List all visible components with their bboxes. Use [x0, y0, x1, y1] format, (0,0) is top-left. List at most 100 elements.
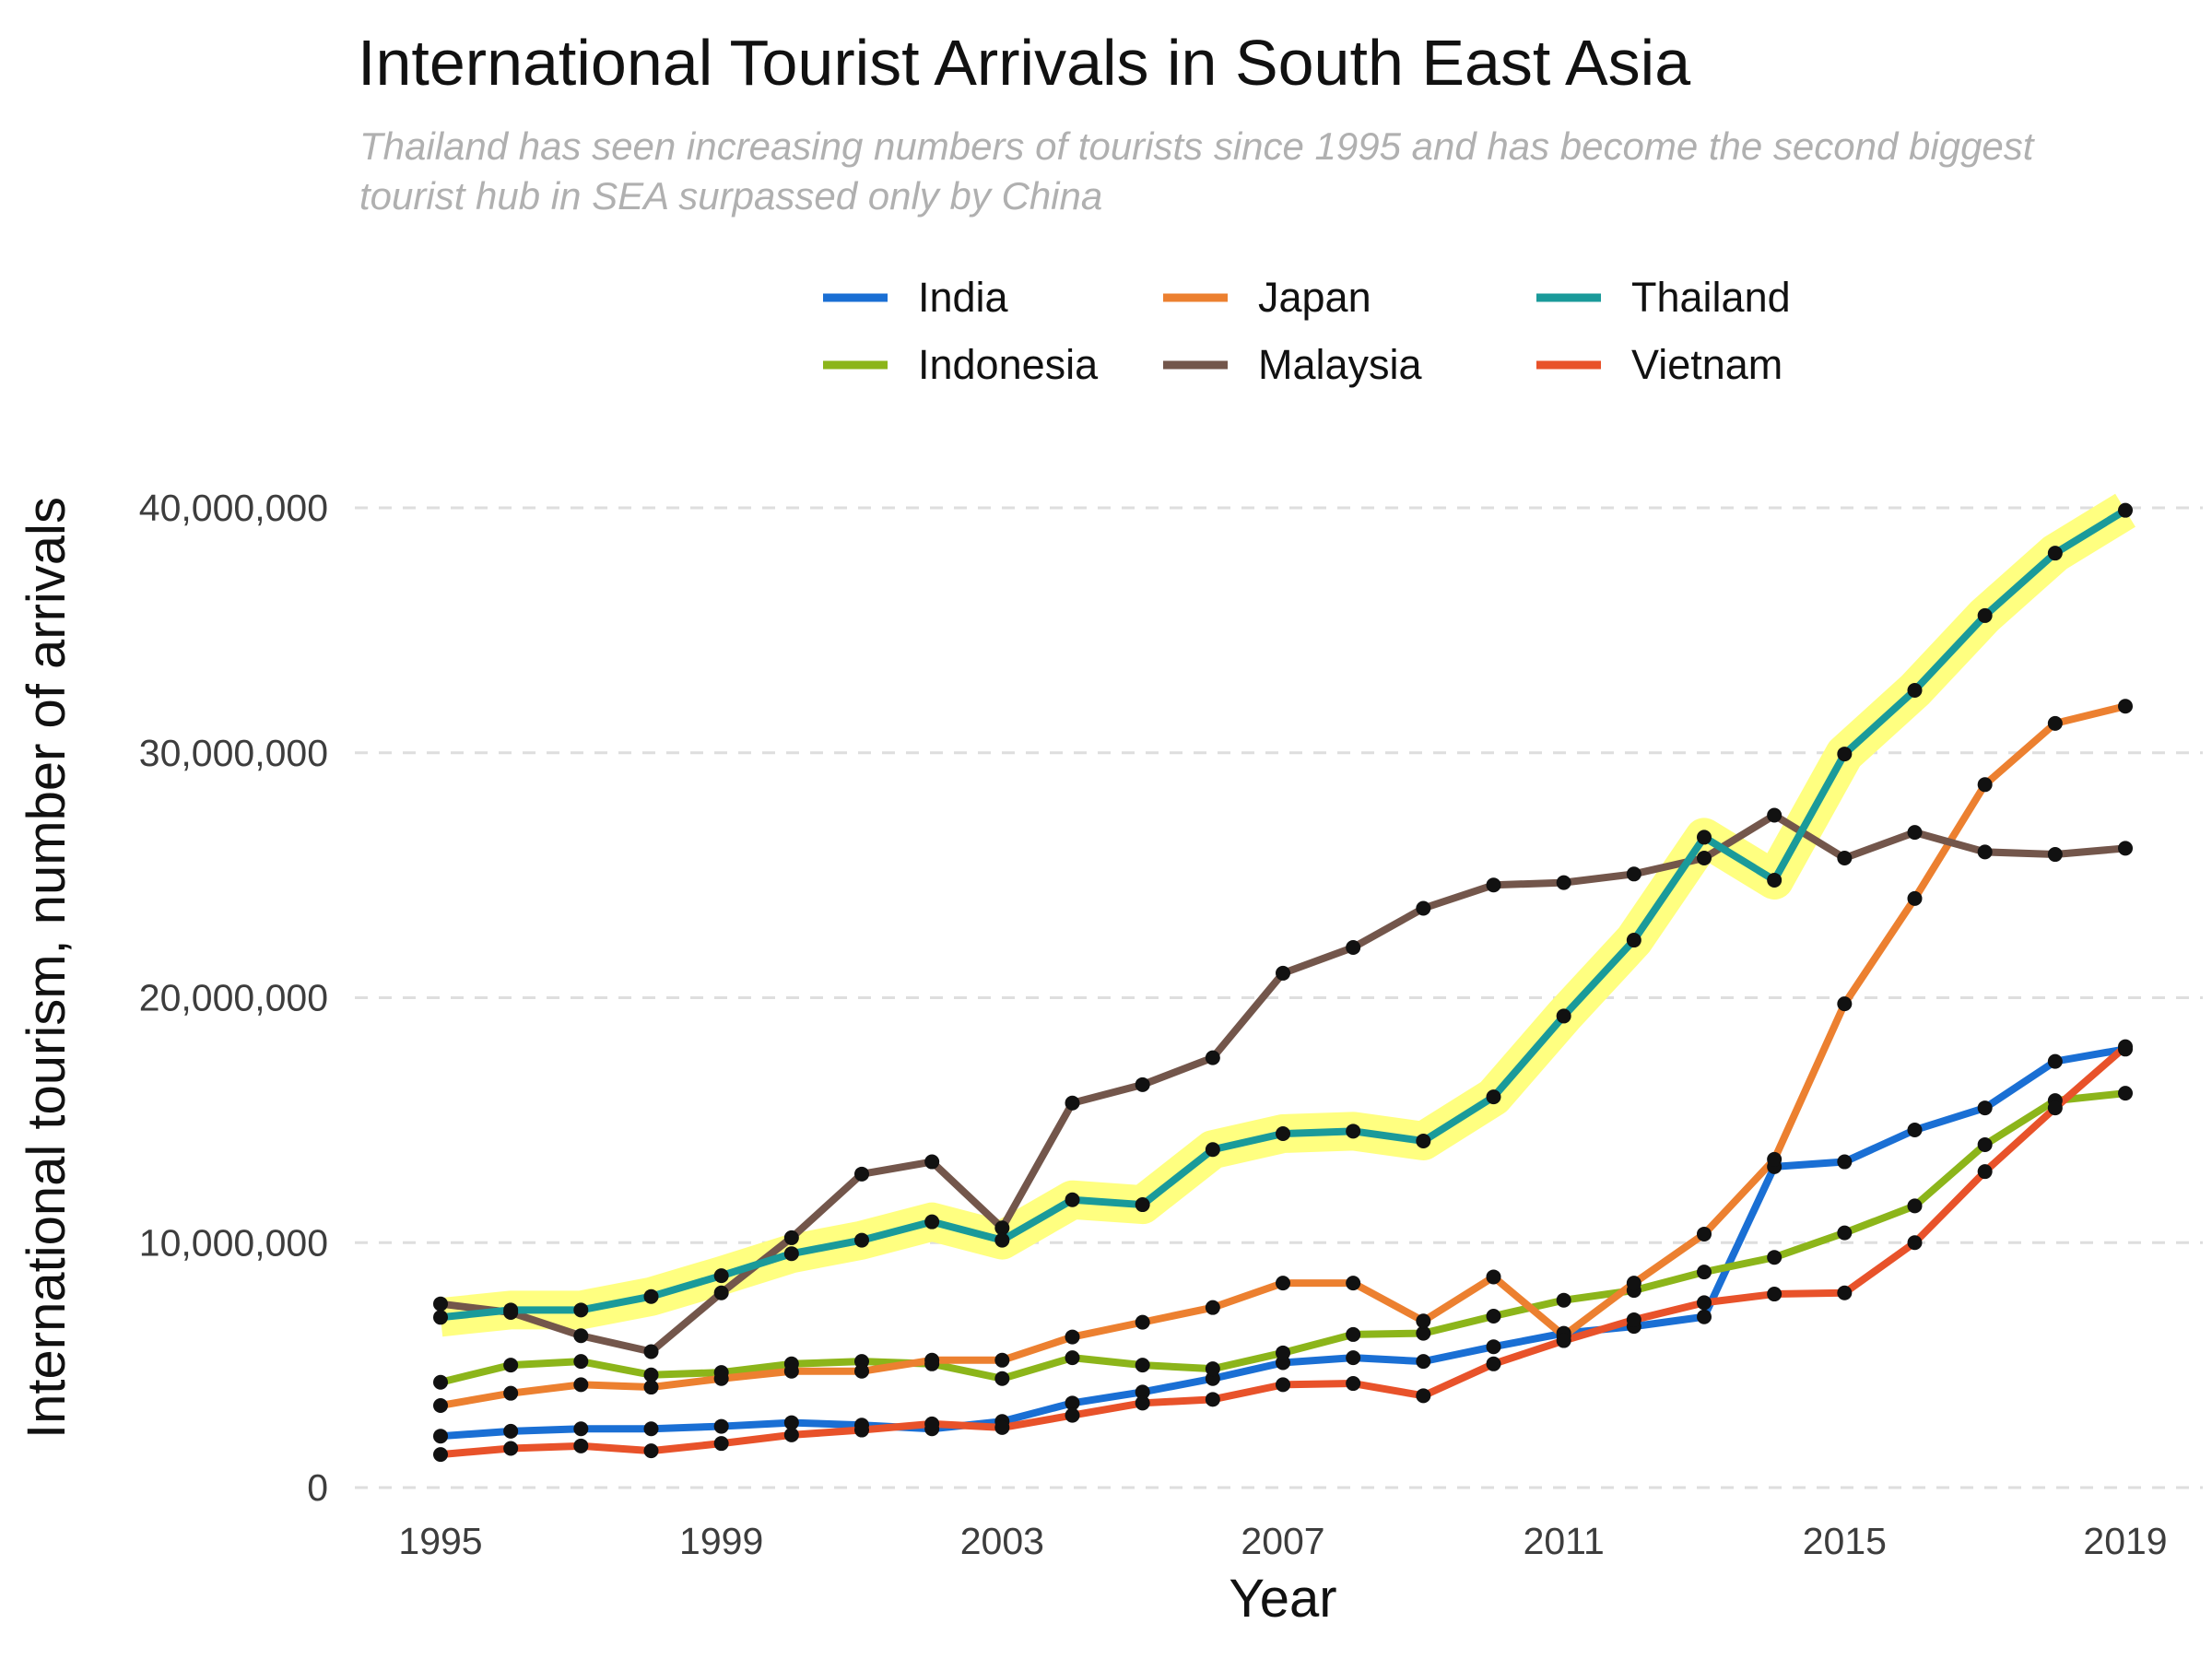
- data-point-thailand: [433, 1310, 448, 1325]
- x-tick-label: 2015: [1803, 1520, 1887, 1562]
- y-tick-label: 20,000,000: [139, 977, 328, 1019]
- data-point-malaysia: [433, 1296, 448, 1312]
- data-point-japan: [924, 1352, 940, 1368]
- y-tick-label: 40,000,000: [139, 487, 328, 529]
- data-point-indonesia: [1767, 1250, 1783, 1265]
- data-point-malaysia: [1556, 875, 1571, 890]
- data-point-malaysia: [573, 1328, 589, 1344]
- data-point-india: [783, 1415, 799, 1430]
- data-point-malaysia: [1767, 807, 1783, 823]
- data-point-india: [573, 1421, 589, 1437]
- data-point-japan: [1977, 777, 1993, 793]
- data-point-malaysia: [1346, 940, 1361, 956]
- data-point-indonesia: [1556, 1292, 1571, 1308]
- data-point-vietnam: [1486, 1356, 1501, 1371]
- series-line-thailand: [437, 506, 2129, 1322]
- x-tick-label: 2011: [1524, 1520, 1605, 1562]
- data-point-india: [713, 1418, 729, 1434]
- x-tick-label: 1995: [398, 1520, 482, 1562]
- data-point-thailand: [1556, 1008, 1571, 1024]
- data-point-thailand: [573, 1302, 589, 1318]
- y-tick-label: 10,000,000: [139, 1221, 328, 1264]
- data-point-thailand: [1767, 872, 1783, 888]
- data-point-malaysia: [994, 1220, 1010, 1236]
- data-point-malaysia: [1977, 844, 1993, 860]
- x-axis-ticks: 1995 1999 2003 2007 2011 2015 2019: [398, 1520, 2167, 1562]
- data-point-malaysia: [1626, 866, 1641, 882]
- data-point-indonesia: [643, 1367, 659, 1382]
- data-point-thailand: [994, 1232, 1010, 1248]
- series-line-vietnam: [437, 1042, 2129, 1459]
- data-point-malaysia: [1065, 1095, 1080, 1111]
- data-point-vietnam: [1205, 1392, 1220, 1407]
- data-point-vietnam: [1135, 1395, 1150, 1411]
- data-point-vietnam: [1837, 1285, 1853, 1300]
- data-point-vietnam: [2118, 1039, 2133, 1054]
- y-tick-label: 0: [307, 1466, 328, 1509]
- data-point-japan: [1907, 890, 1923, 906]
- data-point-india: [1837, 1154, 1853, 1170]
- data-point-vietnam: [1907, 1235, 1923, 1251]
- data-point-india: [1065, 1395, 1080, 1411]
- legend-item-thailand: Thailand: [1536, 274, 1791, 321]
- y-axis-title: International tourism, number of arrival…: [17, 497, 76, 1439]
- data-point-indonesia: [1205, 1361, 1220, 1377]
- data-point-vietnam: [1556, 1333, 1571, 1348]
- data-point-vietnam: [1276, 1377, 1290, 1393]
- data-point-malaysia: [854, 1166, 869, 1182]
- data-point-malaysia: [1697, 851, 1712, 866]
- data-point-thailand: [854, 1232, 869, 1248]
- data-point-indonesia: [1907, 1198, 1923, 1214]
- data-point-vietnam: [1697, 1295, 1712, 1311]
- data-point-thailand: [2118, 502, 2133, 518]
- legend-item-malaysia: Malaysia: [1163, 341, 1423, 388]
- data-point-thailand: [1205, 1142, 1220, 1158]
- data-point-india: [1416, 1354, 1431, 1370]
- x-tick-label: 2007: [1241, 1520, 1324, 1562]
- legend-item-vietnam: Vietnam: [1536, 341, 1783, 388]
- data-point-indonesia: [1276, 1345, 1290, 1360]
- data-point-thailand: [1907, 682, 1923, 698]
- data-point-malaysia: [783, 1230, 799, 1245]
- data-point-malaysia: [713, 1285, 729, 1300]
- legend-label: Indonesia: [918, 341, 1099, 388]
- data-point-india: [1135, 1384, 1150, 1400]
- data-point-indonesia: [573, 1354, 589, 1370]
- y-tick-label: 30,000,000: [139, 732, 328, 774]
- data-point-japan: [994, 1352, 1010, 1368]
- data-point-thailand: [503, 1302, 519, 1318]
- data-point-malaysia: [2118, 841, 2133, 856]
- series-points: [433, 502, 2133, 1463]
- data-point-thailand: [1276, 1125, 1290, 1141]
- data-point-vietnam: [994, 1419, 1010, 1435]
- legend-label: Malaysia: [1258, 341, 1423, 388]
- data-point-vietnam: [433, 1447, 448, 1463]
- data-point-japan: [854, 1363, 869, 1379]
- data-point-thailand: [1697, 830, 1712, 845]
- data-point-malaysia: [643, 1344, 659, 1359]
- data-point-malaysia: [924, 1154, 940, 1170]
- data-point-thailand: [1486, 1089, 1501, 1105]
- data-point-indonesia: [1135, 1358, 1150, 1373]
- chart-title: International Tourist Arrivals in South …: [358, 27, 1691, 99]
- data-point-japan: [573, 1377, 589, 1393]
- data-point-indonesia: [433, 1374, 448, 1390]
- data-point-vietnam: [1416, 1388, 1431, 1404]
- data-point-japan: [1626, 1276, 1641, 1291]
- legend-label: India: [918, 274, 1009, 321]
- data-point-india: [1346, 1350, 1361, 1366]
- data-point-vietnam: [924, 1416, 940, 1431]
- x-axis-title: Year: [1229, 1569, 1336, 1629]
- data-point-japan: [1767, 1151, 1783, 1167]
- data-point-indonesia: [1346, 1326, 1361, 1342]
- data-point-japan: [1346, 1276, 1361, 1291]
- data-point-thailand: [1626, 933, 1641, 948]
- data-point-thailand: [713, 1268, 729, 1284]
- data-point-thailand: [1135, 1197, 1150, 1213]
- data-point-vietnam: [713, 1436, 729, 1452]
- data-point-japan: [783, 1363, 799, 1379]
- legend-label: Thailand: [1631, 274, 1791, 321]
- data-point-india: [1907, 1123, 1923, 1138]
